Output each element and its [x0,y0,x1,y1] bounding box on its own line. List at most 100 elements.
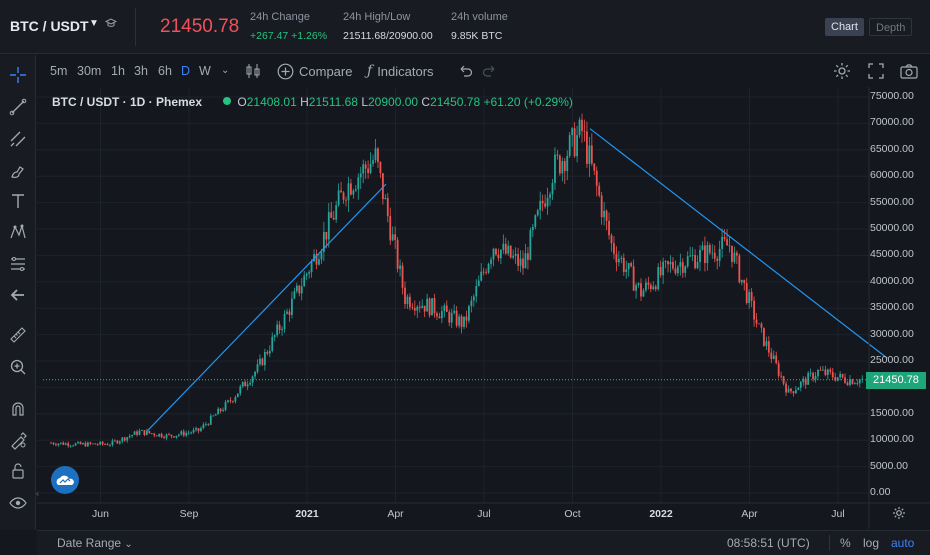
magnet-icon[interactable] [6,397,30,421]
price-chart[interactable] [37,87,930,529]
timeframe-1h[interactable]: 1h [111,64,125,78]
brush-icon[interactable] [6,159,30,183]
candle-body [593,163,596,171]
parallel-channel-icon[interactable] [6,127,30,151]
candle-body [610,235,613,244]
axis-settings-icon[interactable] [891,505,907,521]
candle-body [652,286,655,290]
candle-body [192,429,195,433]
pattern-tool-icon[interactable] [6,220,30,244]
candlestick-type-icon[interactable] [244,62,262,80]
candle-body [350,183,352,195]
candle-body [583,130,586,132]
eye-icon[interactable] [6,491,30,515]
crosshair-icon[interactable] [6,63,30,87]
trendline-tool-icon[interactable] [6,95,30,119]
candlestick-chart[interactable] [37,87,930,529]
time-axis-label: Jul [831,508,845,520]
price-axis-label: 0.00 [870,486,891,498]
candle-body [475,286,478,297]
candle-body [750,292,753,301]
chart-view-button[interactable]: Chart [825,18,864,36]
candle-body [723,236,726,240]
candle-body [807,373,810,385]
lock-drawing-icon[interactable] [6,428,30,452]
candle-body [780,375,783,377]
candle-body [453,310,456,313]
pair-selector[interactable]: BTC / USDT [10,18,89,34]
percent-scale-toggle[interactable]: % [840,536,851,550]
timeframe-w[interactable]: W [199,64,211,78]
candle-body [322,231,325,253]
candle-body [372,160,374,164]
zoom-in-icon[interactable] [6,355,30,379]
candle-body [645,282,647,291]
fullscreen-icon[interactable] [867,62,885,80]
ruler-icon[interactable] [6,323,30,347]
candle-body [106,444,109,446]
depth-view-button[interactable]: Depth [869,18,913,36]
candle-body [514,254,517,256]
candle-body [502,243,505,250]
candle-body [787,388,790,393]
candle-body [259,358,261,365]
chart-toolbar: 5m 30m 1h 3h 6h D W ⌄ Compare ƒ Indicato… [37,55,930,87]
candle-body [721,236,724,249]
candle-body [480,271,483,281]
candle-body [295,285,298,292]
candle-body [826,369,829,375]
candle-body [487,264,490,273]
candle-body [440,311,443,319]
indicators-button[interactable]: ƒ Indicators [367,63,434,79]
candle-body [765,341,768,346]
candle-body [499,249,502,259]
candle-body [708,245,711,253]
text-tool-icon[interactable] [6,189,30,213]
compare-button[interactable]: Compare [277,63,352,80]
timeframe-3h[interactable]: 3h [134,64,148,78]
candle-body [853,383,856,385]
candle-body [794,390,797,394]
candle-body [529,230,532,260]
timeframe-d[interactable]: D [181,64,191,78]
candle-body [399,265,401,269]
candle-body [190,432,193,434]
chevron-down-icon[interactable]: ⌄ [221,65,230,76]
stat-value: 21511.68/20900.00 [343,30,433,42]
last-price: 21450.78 [160,16,240,37]
candle-body [699,249,701,262]
market-header: BTC / USDT ▼ 21450.78 24h Change +267.47… [0,0,930,54]
candle-body [753,300,755,320]
candle-body [251,376,254,383]
candle-body [291,298,293,315]
candle-body [546,197,549,207]
settings-gear-icon[interactable] [832,61,852,81]
candle-body [509,245,512,258]
camera-icon[interactable] [899,62,919,80]
candle-body [409,296,411,308]
candle-body [136,431,138,435]
redo-icon[interactable] [481,62,499,80]
utc-clock[interactable]: 08:58:51 (UTC) [727,536,810,550]
back-arrow-icon[interactable] [6,283,30,307]
log-scale-toggle[interactable]: log [863,536,880,550]
unlock-icon[interactable] [6,459,30,483]
candle-body [465,316,468,321]
auto-scale-toggle[interactable]: auto [891,536,915,550]
timeframe-30m[interactable]: 30m [77,64,102,78]
candle-body [327,212,330,240]
candle-body [357,177,360,190]
candle-body [204,424,207,426]
candle-body [841,373,844,378]
stat-label: 24h volume [451,11,508,23]
undo-icon[interactable] [456,62,474,80]
graduation-cap-icon[interactable] [104,17,118,32]
candle-body [288,311,291,315]
fibonacci-tool-icon[interactable] [6,252,30,276]
date-range-button[interactable]: Date Range ⌄ [57,536,133,550]
candle-body [195,428,197,430]
candle-body [713,252,716,259]
timeframe-6h[interactable]: 6h [158,64,172,78]
timeframe-5m[interactable]: 5m [50,64,68,78]
chevron-down-icon[interactable]: ▼ [89,18,99,29]
